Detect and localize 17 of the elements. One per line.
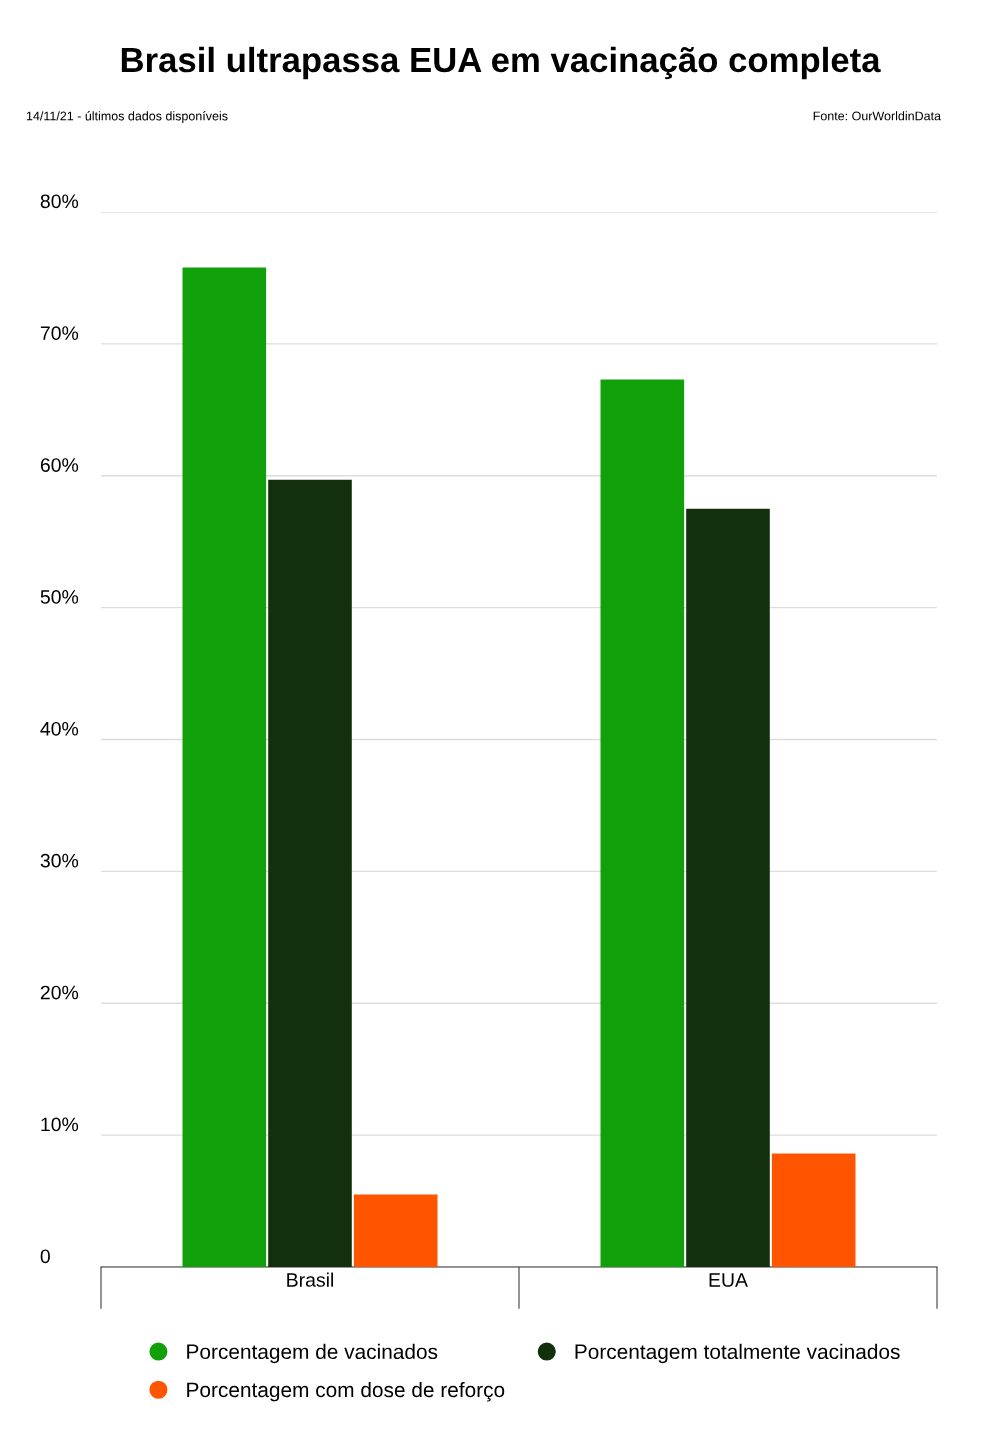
- legend-label: Porcentagem totalmente vacinados: [575, 1343, 900, 1364]
- y-tick-label: 40%: [40, 721, 79, 736]
- y-tick-label: 60%: [40, 458, 79, 472]
- legend-label: Porcentagem com dose de reforço: [187, 1381, 505, 1402]
- source-note: Fonte: OurWorldinData: [813, 111, 942, 121]
- y-tick-label: 0: [40, 1249, 50, 1264]
- chart-title: Brasil ultrapassa EUA em vacinação completa: [121, 46, 881, 80]
- legend-label: Porcentagem de vacinados: [187, 1343, 438, 1364]
- y-tick-label: 50%: [40, 590, 79, 604]
- y-tick-label: 30%: [40, 853, 79, 868]
- x-tick-label: EUA: [709, 1273, 748, 1287]
- y-tick-label: 20%: [40, 985, 79, 1000]
- y-tick-label: 10%: [41, 1117, 79, 1132]
- y-tick-label: 70%: [40, 326, 79, 341]
- x-tick-label: Brasil: [287, 1272, 334, 1287]
- y-tick-label: 80%: [40, 194, 79, 209]
- text: 14/11/21 - últimos dados disponíveis: [26, 111, 228, 123]
